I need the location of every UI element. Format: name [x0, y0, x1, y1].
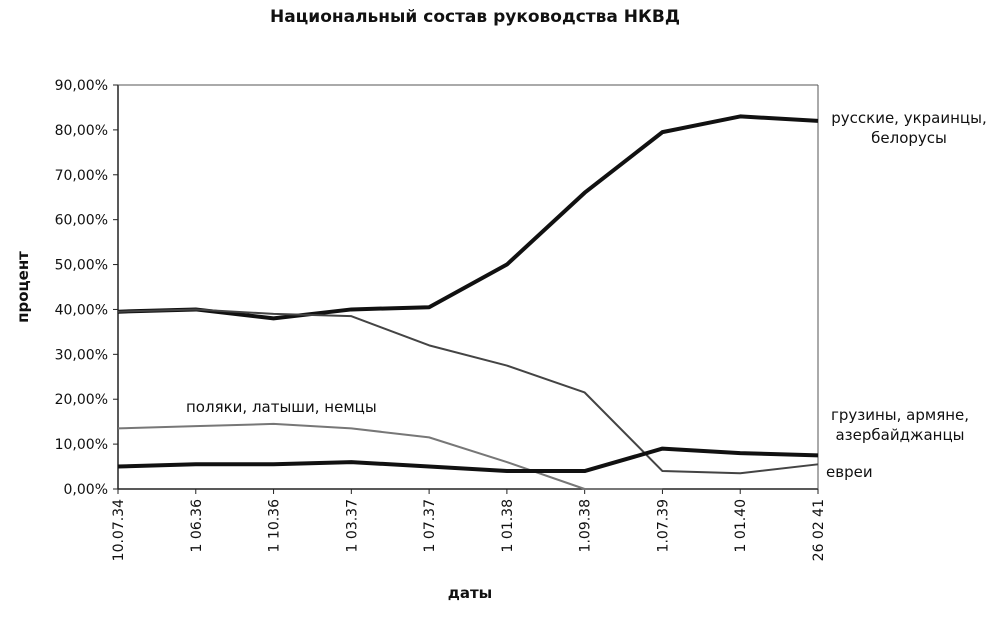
series-label: русские, украинцы, белорусы: [831, 109, 987, 147]
x-tick-label: 1.07.39: [655, 499, 671, 552]
y-tick-label: 60,00%: [55, 213, 108, 229]
series-label: поляки, латыши, немцы: [186, 398, 377, 416]
x-tick-label: 1 03.37: [344, 499, 360, 552]
x-tick-label: 1 06.36: [189, 499, 205, 553]
y-tick-label: 40,00%: [55, 302, 108, 318]
y-tick-label: 10,00%: [55, 437, 108, 453]
series-line: [117, 422, 663, 490]
y-axis-title: процент: [14, 251, 32, 323]
series-label: грузины, армяне, азербайджанцы: [830, 406, 970, 444]
y-tick-label: 80,00%: [55, 123, 108, 139]
x-tick-label: 1 07.37: [422, 499, 438, 552]
x-tick-label: 1 10.36: [267, 499, 283, 553]
x-axis-title: даты: [448, 584, 493, 602]
chart-title: Национальный состав руководства НКВД: [270, 7, 680, 27]
x-tick-label: 1 01.38: [500, 499, 516, 552]
x-tick-label: 1.09.38: [578, 499, 594, 552]
x-tick-label: 10.07.34: [111, 499, 127, 561]
series-line: [117, 446, 819, 474]
y-tick-label: 70,00%: [55, 168, 108, 184]
y-tick-label: 0,00%: [64, 482, 108, 498]
y-tick-label: 50,00%: [55, 258, 108, 274]
y-tick-label: 20,00%: [55, 392, 108, 408]
y-tick-label: 90,00%: [55, 78, 108, 94]
series-line: [117, 114, 819, 321]
y-tick-label: 30,00%: [55, 347, 108, 363]
series-label: евреи: [826, 463, 873, 481]
x-tick-label: 26 02 41: [811, 499, 827, 561]
series-line: [117, 308, 819, 475]
x-tick-label: 1 01.40: [733, 499, 749, 552]
